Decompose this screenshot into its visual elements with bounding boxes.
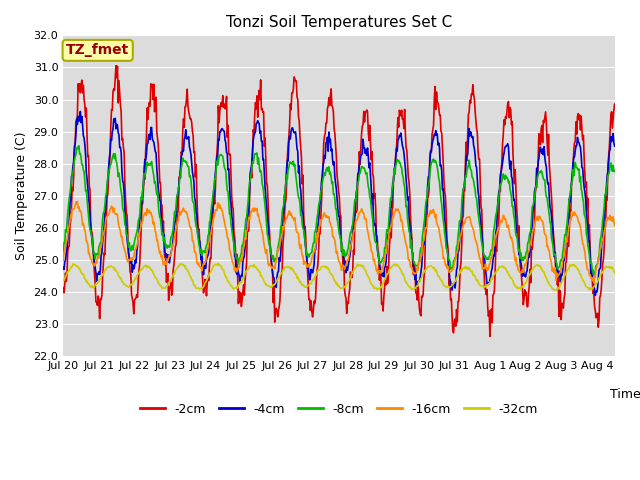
-4cm (456, 240, 463, 245)
-2cm (469, 82, 477, 87)
-4cm (77, 108, 84, 114)
-2cm (112, 63, 120, 69)
-2cm (60, 285, 67, 291)
-8cm (75, 143, 83, 149)
-4cm (591, 293, 599, 299)
-8cm (296, 195, 303, 201)
-32cm (456, 269, 463, 275)
-32cm (60, 278, 67, 284)
-2cm (486, 334, 494, 339)
Line: -32cm: -32cm (63, 264, 614, 290)
-8cm (60, 251, 67, 256)
-16cm (469, 225, 477, 231)
-4cm (60, 264, 67, 270)
Title: Tonzi Soil Temperatures Set C: Tonzi Soil Temperatures Set C (226, 15, 452, 30)
-32cm (214, 261, 222, 266)
-8cm (316, 196, 324, 202)
-32cm (316, 267, 324, 273)
-2cm (456, 283, 463, 288)
-32cm (296, 278, 303, 284)
-16cm (456, 238, 463, 243)
-16cm (74, 199, 81, 204)
-8cm (469, 175, 477, 181)
-4cm (61, 257, 69, 263)
-2cm (138, 226, 145, 232)
-32cm (469, 272, 477, 277)
-2cm (316, 231, 324, 237)
-16cm (61, 242, 69, 248)
Line: -8cm: -8cm (63, 146, 614, 276)
-8cm (590, 273, 598, 279)
-16cm (611, 223, 618, 228)
-4cm (138, 206, 145, 212)
-32cm (552, 287, 560, 293)
-4cm (469, 134, 477, 140)
-8cm (611, 168, 618, 174)
-16cm (590, 280, 598, 286)
-2cm (61, 270, 69, 276)
Line: -2cm: -2cm (63, 66, 614, 336)
Text: TZ_fmet: TZ_fmet (66, 43, 129, 57)
Line: -4cm: -4cm (63, 111, 614, 296)
-2cm (296, 119, 303, 125)
-32cm (136, 267, 144, 273)
-8cm (61, 227, 69, 232)
-4cm (296, 163, 303, 169)
-8cm (138, 194, 145, 200)
-16cm (60, 257, 67, 263)
-8cm (456, 218, 463, 224)
-16cm (296, 242, 303, 248)
Y-axis label: Soil Temperature (C): Soil Temperature (C) (15, 132, 28, 260)
-16cm (138, 223, 145, 228)
Legend: -2cm, -4cm, -8cm, -16cm, -32cm: -2cm, -4cm, -8cm, -16cm, -32cm (135, 398, 543, 420)
-16cm (316, 222, 324, 228)
-32cm (611, 270, 618, 276)
Line: -16cm: -16cm (63, 202, 614, 283)
-32cm (61, 274, 69, 280)
-2cm (611, 101, 618, 107)
-4cm (316, 199, 324, 205)
-4cm (611, 143, 618, 149)
X-axis label: Time: Time (610, 388, 640, 401)
